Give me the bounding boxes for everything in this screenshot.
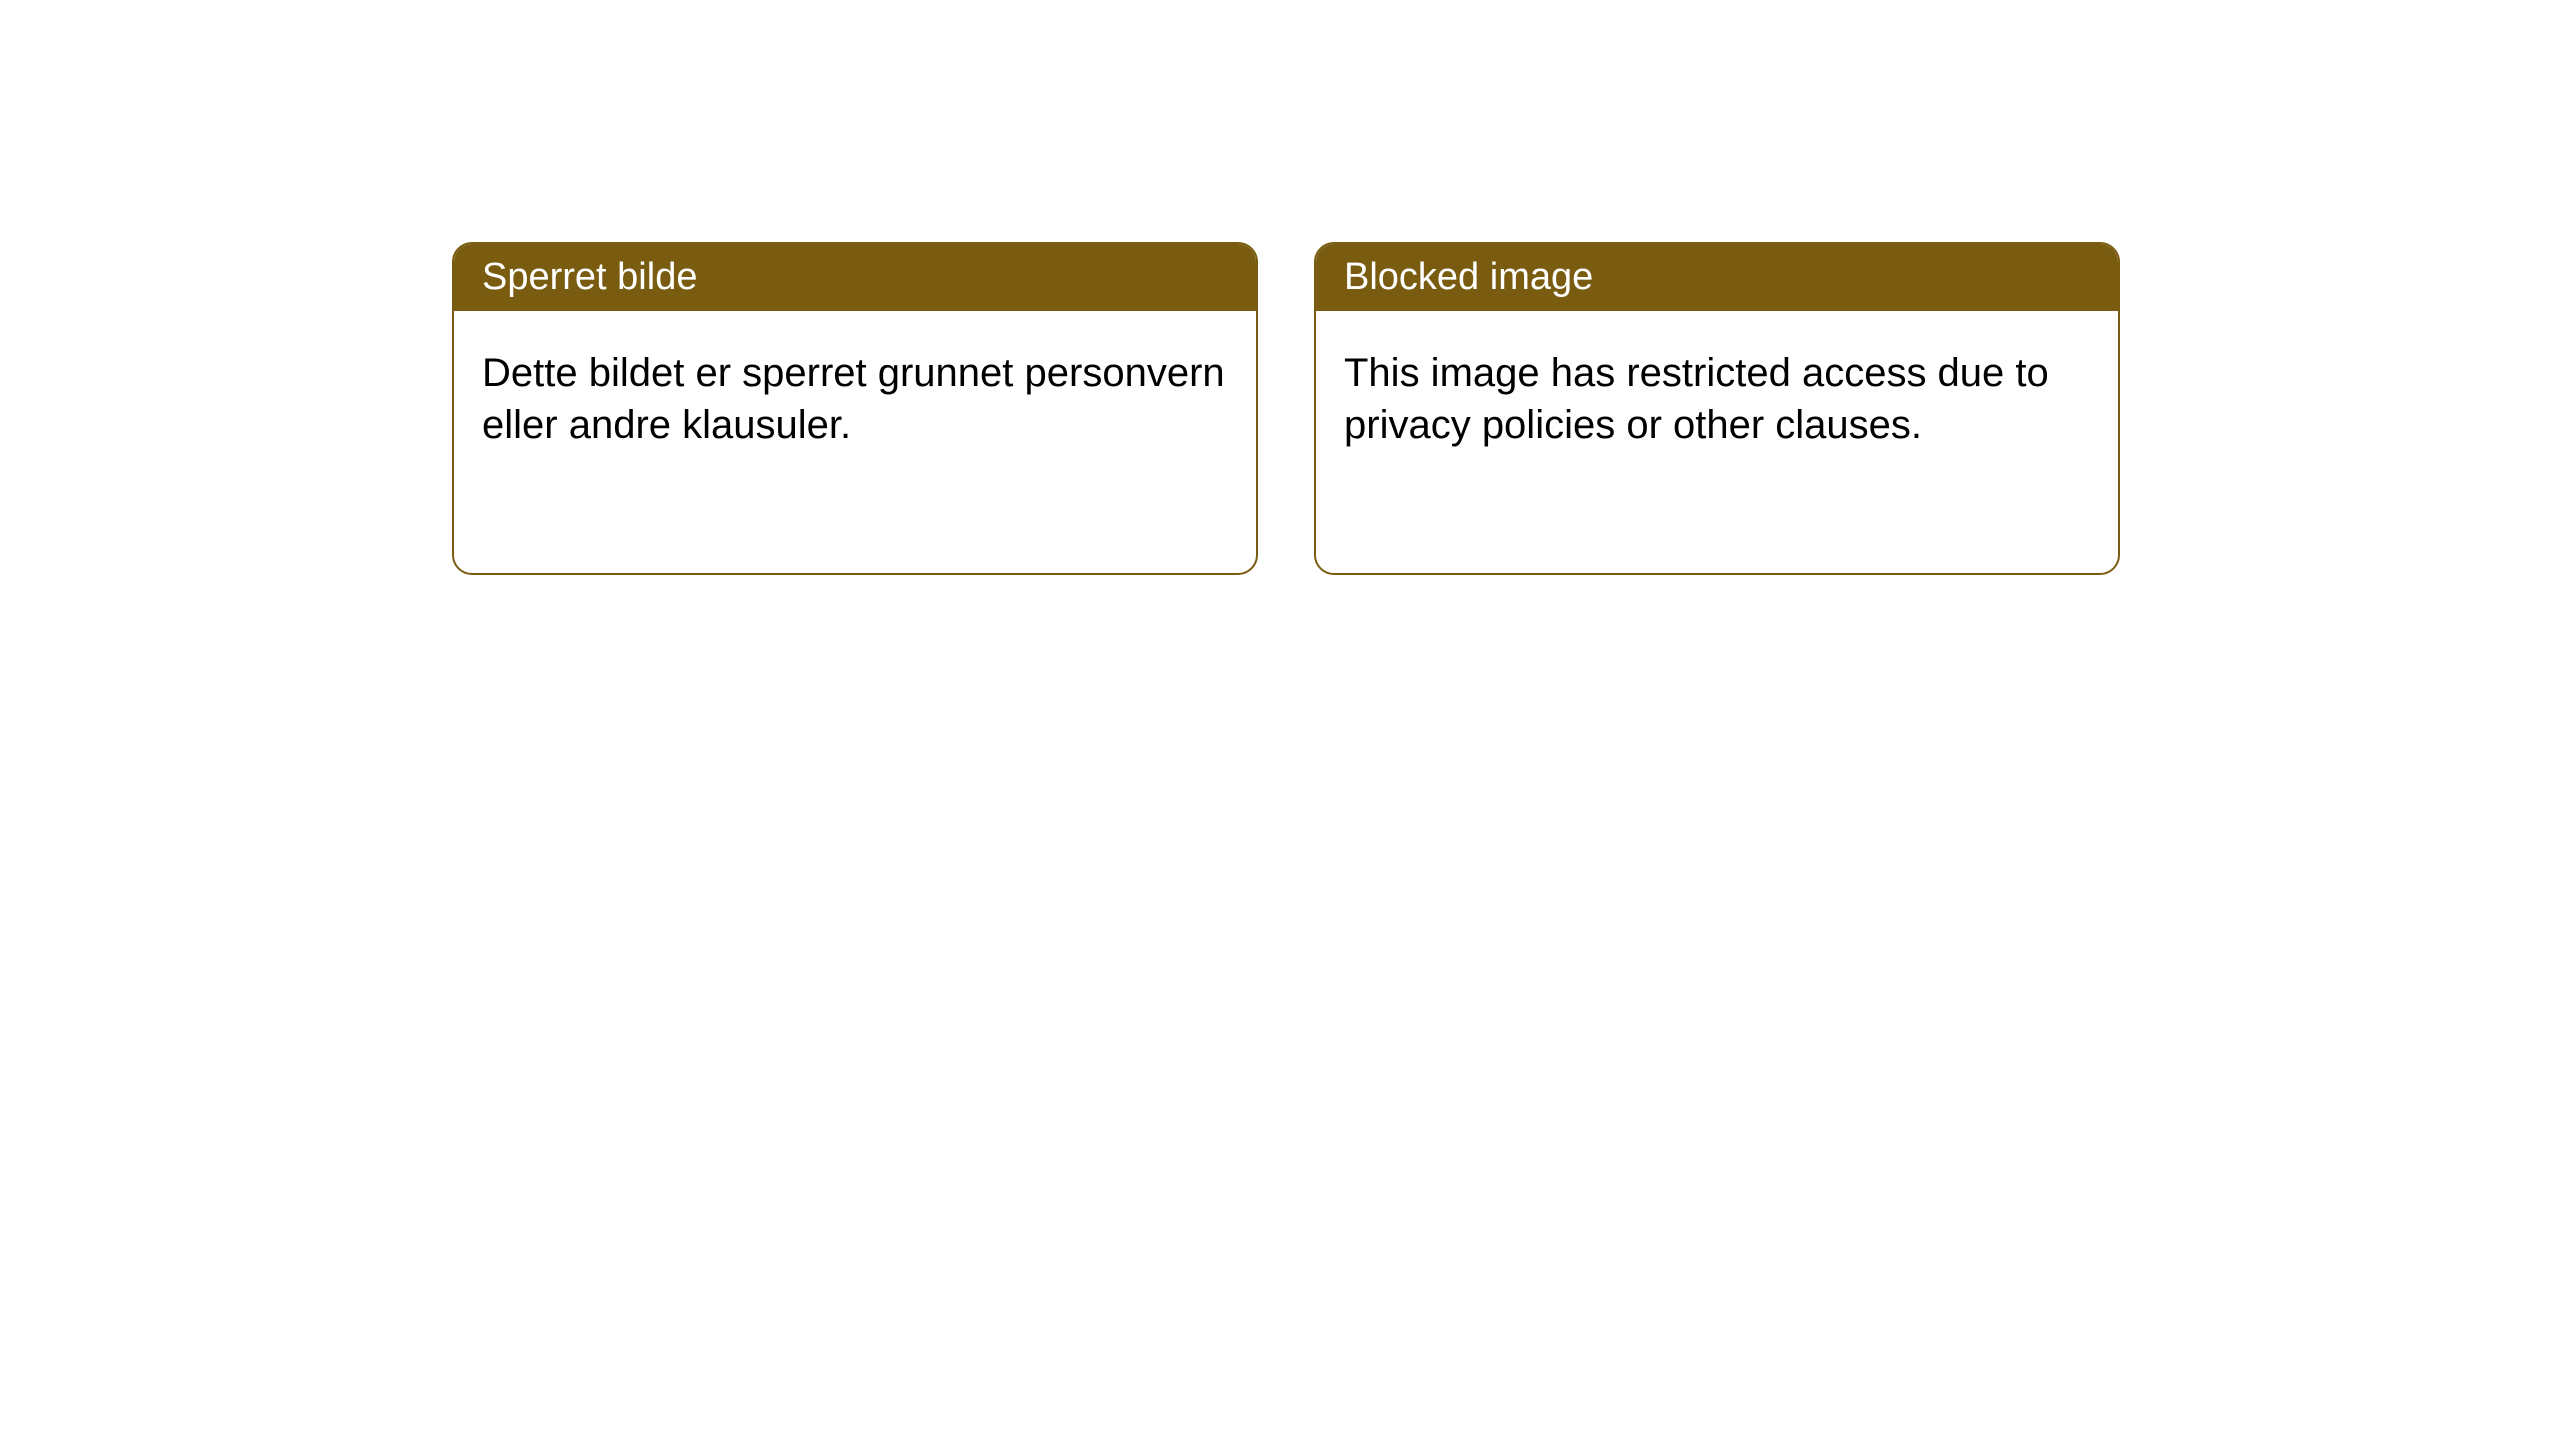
notice-title: Sperret bilde xyxy=(482,256,697,298)
notice-title: Blocked image xyxy=(1344,256,1593,298)
notice-body: Dette bildet er sperret grunnet personve… xyxy=(454,311,1256,487)
notice-text: Dette bildet er sperret grunnet personve… xyxy=(482,351,1225,447)
notice-card-norwegian: Sperret bilde Dette bildet er sperret gr… xyxy=(452,242,1258,575)
notice-header: Blocked image xyxy=(1316,244,2118,311)
notice-container: Sperret bilde Dette bildet er sperret gr… xyxy=(0,0,2560,575)
notice-card-english: Blocked image This image has restricted … xyxy=(1314,242,2120,575)
notice-header: Sperret bilde xyxy=(454,244,1256,311)
notice-body: This image has restricted access due to … xyxy=(1316,311,2118,487)
notice-text: This image has restricted access due to … xyxy=(1344,351,2049,447)
